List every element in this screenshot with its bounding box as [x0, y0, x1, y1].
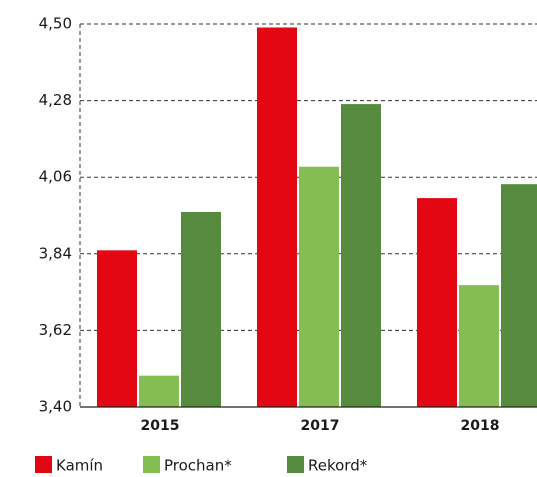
bar — [459, 285, 499, 407]
bar — [501, 184, 537, 407]
x-tick-label: 2017 — [301, 418, 340, 434]
bar — [341, 104, 381, 407]
y-tick-label: 4,50 — [39, 15, 72, 33]
legend-swatch — [35, 456, 52, 473]
bar — [139, 375, 179, 407]
y-tick-label: 3,62 — [39, 321, 72, 339]
legend-label: Kamín — [56, 457, 103, 475]
legend-swatch — [287, 456, 304, 473]
bar — [299, 166, 339, 407]
bar — [257, 27, 297, 408]
y-tick-label: 4,06 — [39, 168, 72, 186]
x-tick-label: 2015 — [141, 418, 180, 434]
y-tick-label: 3,40 — [39, 398, 72, 416]
legend-label: Prochan* — [164, 457, 232, 475]
legend-label: Rekord* — [308, 457, 368, 475]
bar — [181, 212, 221, 407]
x-tick-label: 2018 — [461, 418, 500, 434]
bar — [97, 250, 137, 407]
legend-swatch — [143, 456, 160, 473]
bar — [417, 198, 457, 407]
y-tick-label: 4,28 — [39, 91, 72, 109]
y-tick-label: 3,84 — [39, 244, 72, 262]
